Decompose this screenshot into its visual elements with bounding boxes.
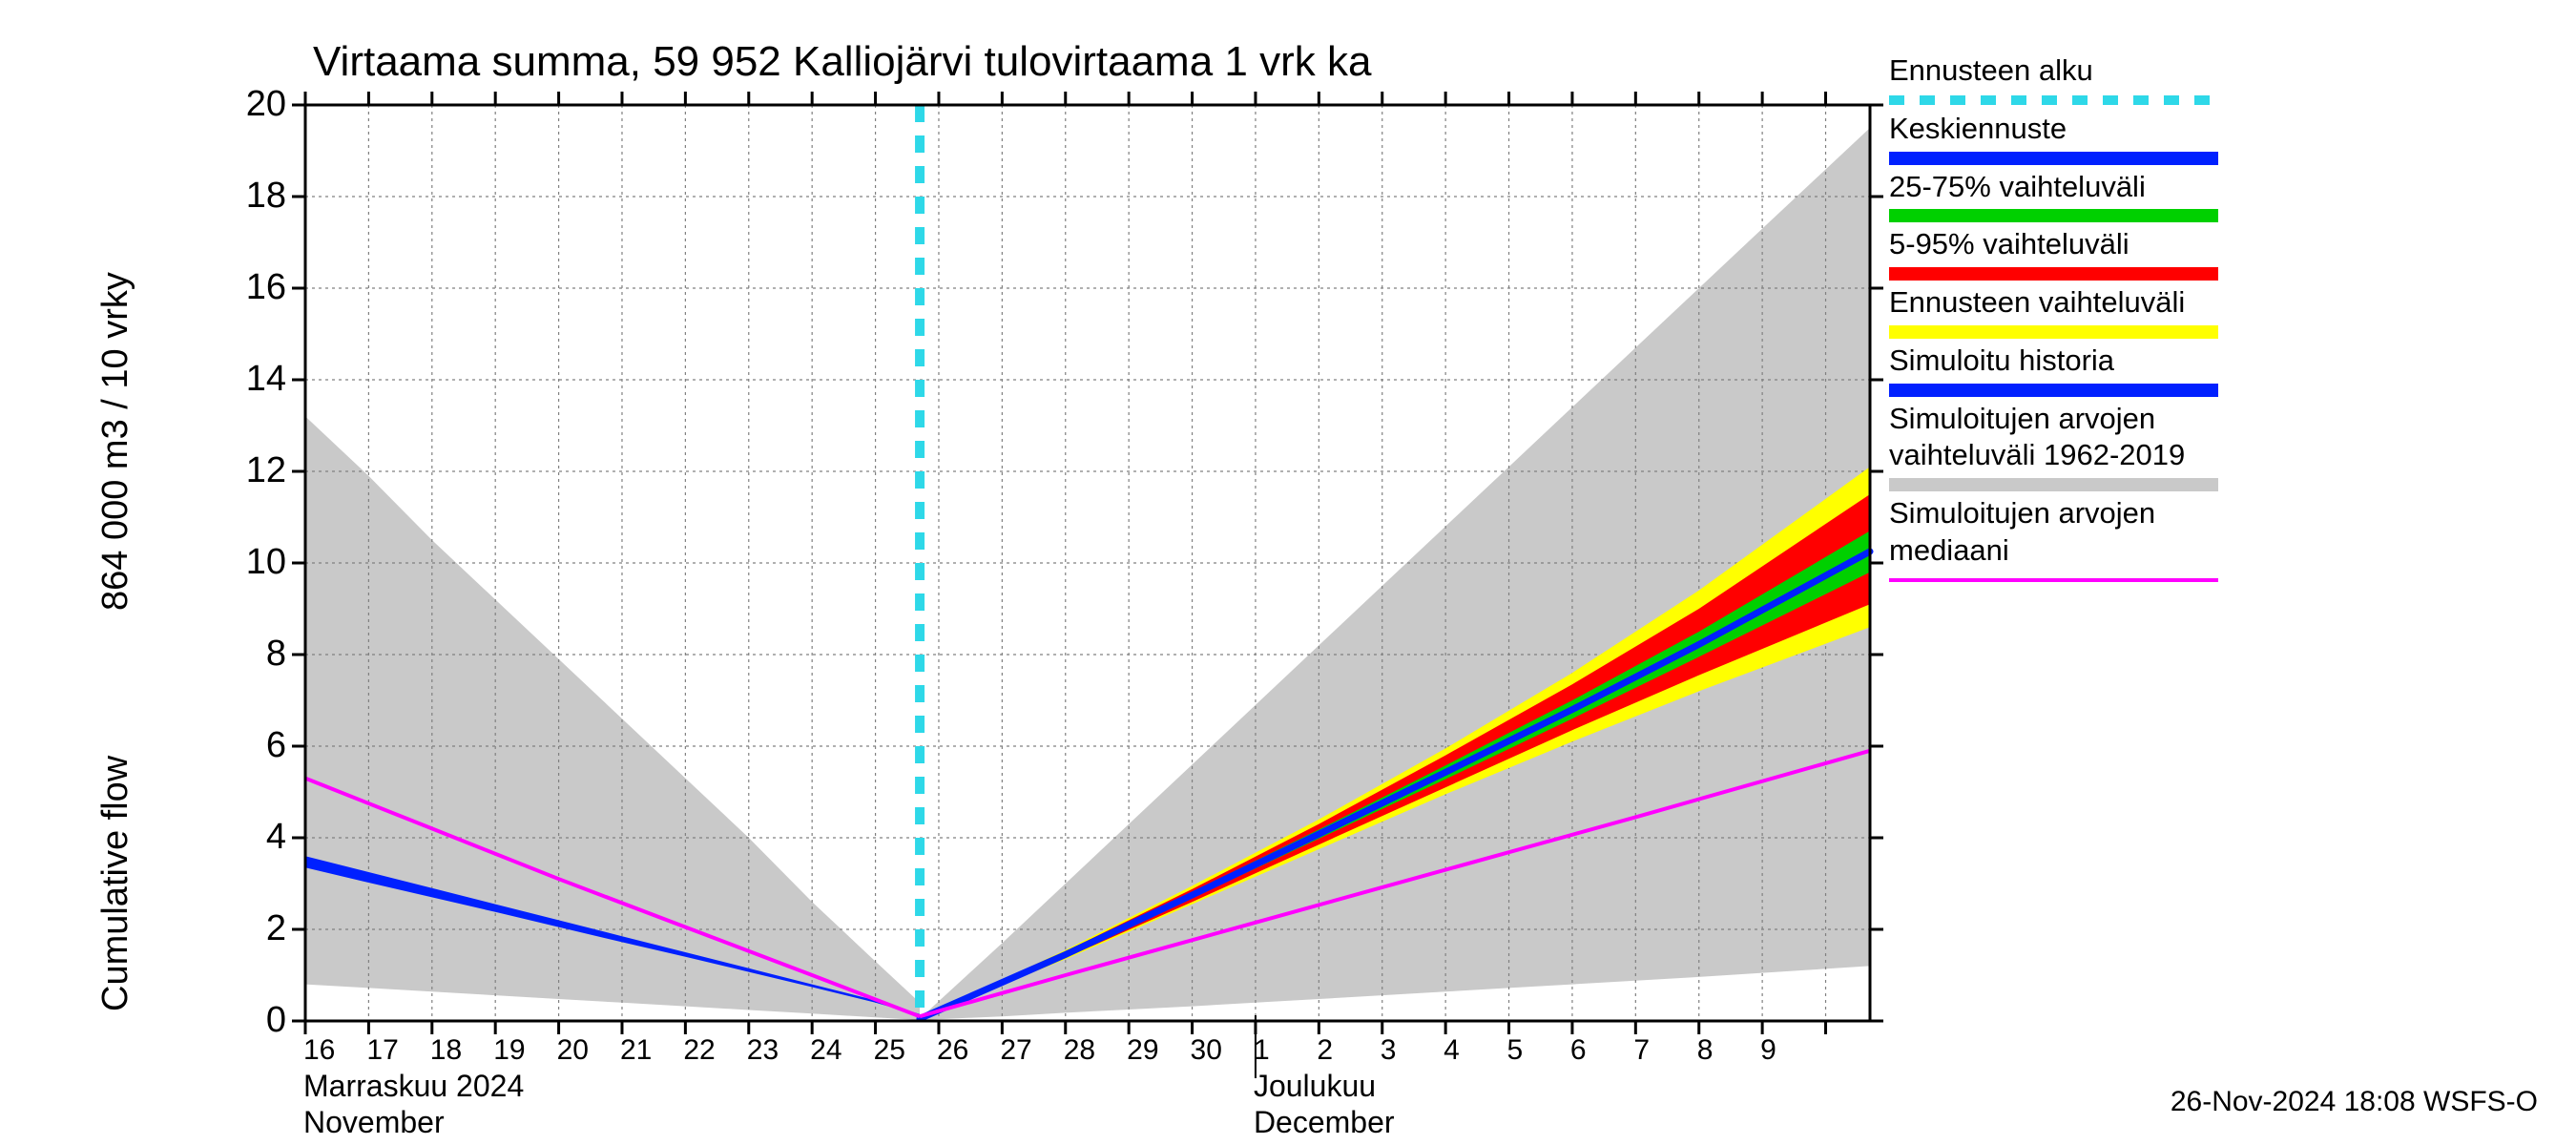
x-tick: 30 — [1191, 1034, 1248, 1067]
y-tick: 20 — [219, 84, 286, 125]
y-tick: 14 — [219, 359, 286, 400]
legend-label: Simuloitujen arvojen — [1889, 401, 2218, 438]
x-tick: 3 — [1381, 1034, 1438, 1067]
legend-label: Simuloitu historia — [1889, 343, 2218, 380]
plot-area — [305, 105, 1870, 1021]
legend-swatch — [1889, 578, 2218, 582]
x-tick: 7 — [1633, 1034, 1691, 1067]
y-axis-label-1: Cumulative flow — [95, 756, 136, 1011]
legend-item: 5-95% vaihteluväli — [1889, 226, 2218, 281]
x-tick: 5 — [1507, 1034, 1565, 1067]
month-label: Joulukuu — [1254, 1069, 1376, 1104]
legend-label: Simuloitujen arvojen — [1889, 495, 2218, 532]
x-tick: 20 — [557, 1034, 614, 1067]
legend-swatch — [1889, 152, 2218, 165]
legend-label: Ennusteen alku — [1889, 52, 2218, 90]
x-tick: 26 — [937, 1034, 994, 1067]
legend-swatch — [1889, 325, 2218, 339]
y-tick: 0 — [219, 1000, 286, 1041]
x-tick: 24 — [810, 1034, 867, 1067]
y-tick: 10 — [219, 542, 286, 583]
x-tick: 4 — [1444, 1034, 1501, 1067]
x-tick: 27 — [1000, 1034, 1057, 1067]
legend-label: mediaani — [1889, 532, 2218, 570]
x-tick: 19 — [493, 1034, 551, 1067]
x-tick: 28 — [1064, 1034, 1121, 1067]
legend-item: Ennusteen vaihteluväli — [1889, 284, 2218, 339]
y-tick: 6 — [219, 725, 286, 766]
x-tick: 21 — [620, 1034, 677, 1067]
legend-swatch — [1889, 267, 2218, 281]
legend-label: Ennusteen vaihteluväli — [1889, 284, 2218, 322]
legend-item: 25-75% vaihteluväli — [1889, 169, 2218, 223]
legend-item: Simuloitujen arvojenvaihteluväli 1962-20… — [1889, 401, 2218, 492]
legend: Ennusteen alku Keskiennuste 25-75% vaihtel… — [1889, 52, 2218, 591]
x-tick: 29 — [1127, 1034, 1184, 1067]
y-tick: 12 — [219, 450, 286, 491]
x-tick: 22 — [683, 1034, 740, 1067]
y-tick: 18 — [219, 176, 286, 217]
legend-item: Simuloitujen arvojenmediaani — [1889, 495, 2218, 582]
y-tick: 2 — [219, 908, 286, 949]
footer-timestamp: 26-Nov-2024 18:08 WSFS-O — [2171, 1086, 2538, 1118]
legend-item: Simuloitu historia — [1889, 343, 2218, 397]
x-tick: 18 — [430, 1034, 488, 1067]
legend-swatch — [1889, 384, 2218, 397]
legend-swatch — [1889, 209, 2218, 222]
x-tick: 9 — [1760, 1034, 1818, 1067]
month-label-en: November — [303, 1105, 445, 1140]
month-label-en: December — [1254, 1105, 1395, 1140]
y-tick: 4 — [219, 817, 286, 858]
legend-swatch — [1889, 95, 2218, 105]
chart-title: Virtaama summa, 59 952 Kalliojärvi tulov… — [313, 38, 1371, 86]
x-tick: 23 — [747, 1034, 804, 1067]
legend-swatch — [1889, 478, 2218, 491]
legend-label: Keskiennuste — [1889, 111, 2218, 148]
y-tick: 16 — [219, 267, 286, 308]
month-label: Marraskuu 2024 — [303, 1069, 524, 1104]
x-tick: 8 — [1697, 1034, 1755, 1067]
x-tick: 1 — [1254, 1034, 1311, 1067]
x-tick: 17 — [366, 1034, 424, 1067]
y-tick: 8 — [219, 634, 286, 675]
y-axis-label-2: 864 000 m3 / 10 vrky — [95, 272, 136, 611]
legend-label: vaihteluväli 1962-2019 — [1889, 437, 2218, 474]
x-tick: 6 — [1570, 1034, 1628, 1067]
legend-item: Ennusteen alku — [1889, 52, 2218, 105]
chart-container: Virtaama summa, 59 952 Kalliojärvi tulov… — [0, 0, 2576, 1145]
legend-label: 5-95% vaihteluväli — [1889, 226, 2218, 263]
x-tick: 16 — [303, 1034, 361, 1067]
legend-label: 25-75% vaihteluväli — [1889, 169, 2218, 206]
x-tick: 2 — [1317, 1034, 1374, 1067]
legend-item: Keskiennuste — [1889, 111, 2218, 165]
x-tick: 25 — [874, 1034, 931, 1067]
